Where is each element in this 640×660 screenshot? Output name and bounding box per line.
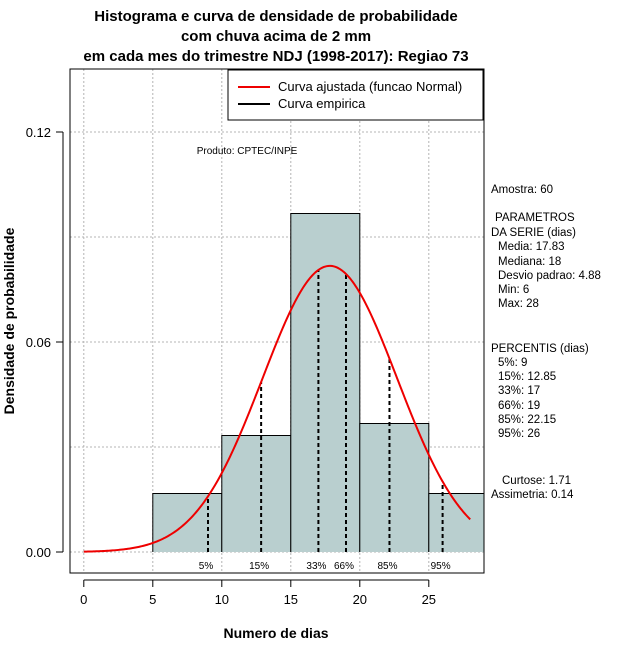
y-tick-label: 0.00 bbox=[26, 545, 51, 560]
x-axis-label: Numero de dias bbox=[223, 625, 328, 641]
plot-frame bbox=[69, 68, 485, 574]
percentis-title: PERCENTIS (dias) bbox=[491, 343, 589, 355]
histogram-bar bbox=[290, 213, 360, 553]
param-max: Max: 28 bbox=[498, 298, 539, 310]
axis-layer: 0 5 10 15 20 25 0.00 0.06 0.12 bbox=[26, 125, 436, 607]
percentile-label: 85% bbox=[377, 561, 397, 572]
percentile-label: 15% bbox=[249, 561, 269, 572]
chart-title-line-1: Histograma e curva de densidade de proba… bbox=[94, 8, 457, 25]
percentil-15: 15%: 12.85 bbox=[498, 371, 556, 383]
chart-title-line-3: em cada mes do trimestre NDJ (1998-2017)… bbox=[83, 48, 468, 65]
chart-title-line-2: com chuva acima de 2 mm bbox=[181, 28, 371, 45]
param-min: Min: 6 bbox=[498, 284, 529, 296]
histogram-bar bbox=[221, 435, 291, 552]
param-mean: Media: 17.83 bbox=[498, 241, 565, 253]
percentil-5: 5%: 9 bbox=[498, 357, 527, 369]
percentile-label: 66% bbox=[334, 561, 354, 572]
percentile-label: 95% bbox=[431, 561, 451, 572]
percentile-label: 33% bbox=[306, 561, 326, 572]
param-median: Mediana: 18 bbox=[498, 256, 561, 268]
y-tick-label: 0.12 bbox=[26, 125, 51, 140]
percentile-label: 5% bbox=[199, 561, 214, 572]
legend-label-empirical: Curva empirica bbox=[278, 96, 366, 111]
x-tick-label: 25 bbox=[422, 592, 436, 607]
legend: Curva ajustada (funcao Normal) Curva emp… bbox=[227, 69, 484, 121]
legend-box bbox=[227, 69, 484, 121]
param-sd: Desvio padrao: 4.88 bbox=[498, 270, 601, 282]
legend-label-normal: Curva ajustada (funcao Normal) bbox=[278, 79, 462, 94]
normal-curve bbox=[83, 264, 471, 553]
bars-layer bbox=[152, 213, 485, 553]
y-tick-label: 0.06 bbox=[26, 335, 51, 350]
x-tick-label: 20 bbox=[353, 592, 367, 607]
x-tick-label: 5 bbox=[149, 592, 156, 607]
side-panel: Amostra: 60 PARAMETROS DA SERIE (dias) M… bbox=[491, 184, 601, 501]
percentil-66: 66%: 19 bbox=[498, 400, 540, 412]
x-tick-label: 0 bbox=[80, 592, 87, 607]
histogram-bar-outline bbox=[359, 423, 430, 552]
percentil-33: 33%: 17 bbox=[498, 385, 540, 397]
y-axis-label: Densidade de probabilidade bbox=[1, 227, 17, 414]
sample-size: Amostra: 60 bbox=[491, 184, 553, 196]
params-title-2: DA SERIE (dias) bbox=[491, 227, 576, 239]
params-title-1: PARAMETROS bbox=[495, 212, 575, 224]
kurtosis: Curtose: 1.71 bbox=[502, 475, 571, 487]
product-annotation: Produto: CPTEC/INPE bbox=[197, 146, 298, 157]
skewness: Assimetria: 0.14 bbox=[491, 489, 574, 501]
histogram-bar bbox=[359, 423, 429, 552]
x-tick-label: 15 bbox=[284, 592, 298, 607]
percentil-85: 85%: 22.15 bbox=[498, 414, 556, 426]
percentile-lines-layer: 5% 15% 33% 66% 85% 95% bbox=[199, 269, 451, 572]
curve-layer bbox=[83, 264, 471, 553]
histogram-bar-outline bbox=[290, 213, 361, 552]
percentil-95: 95%: 26 bbox=[498, 428, 540, 440]
x-tick-label: 10 bbox=[215, 592, 229, 607]
